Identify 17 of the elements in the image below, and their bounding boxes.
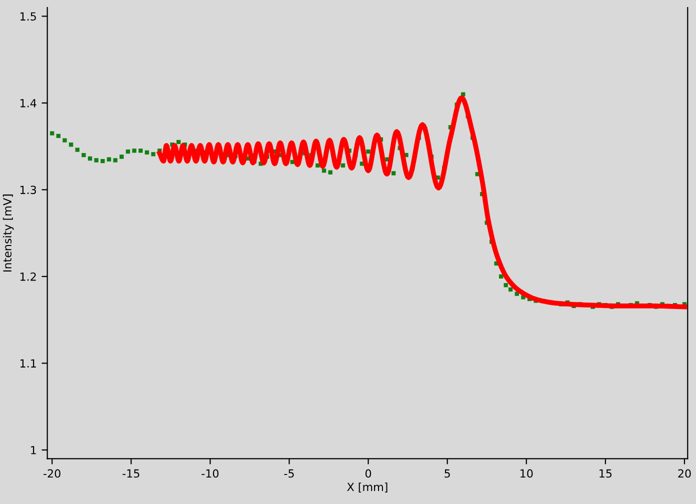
y-tick-label: 1.4 bbox=[20, 99, 36, 108]
y-tick-label: 1 bbox=[31, 446, 36, 454]
x-tick-label: -15 bbox=[122, 469, 140, 478]
y-axis-title: Intensity [mV] bbox=[2, 194, 14, 272]
x-tick-label: -5 bbox=[284, 469, 294, 478]
x-tick-label: 15 bbox=[600, 469, 612, 478]
y-tick-label: 1.5 bbox=[20, 12, 36, 21]
x-axis-title: X [mm] bbox=[347, 482, 388, 492]
y-tick-label: 1.2 bbox=[20, 272, 36, 281]
y-tick-label: 1.3 bbox=[20, 186, 36, 194]
x-tick-label: -20 bbox=[44, 469, 60, 478]
x-tick-label: 0 bbox=[365, 469, 372, 478]
x-tick-label: 5 bbox=[444, 469, 450, 478]
x-tick-label: 20 bbox=[678, 469, 691, 478]
x-tick-label: 10 bbox=[520, 469, 533, 478]
x-tick-label: -10 bbox=[202, 469, 219, 478]
y-tick-label: 1.1 bbox=[20, 359, 36, 368]
